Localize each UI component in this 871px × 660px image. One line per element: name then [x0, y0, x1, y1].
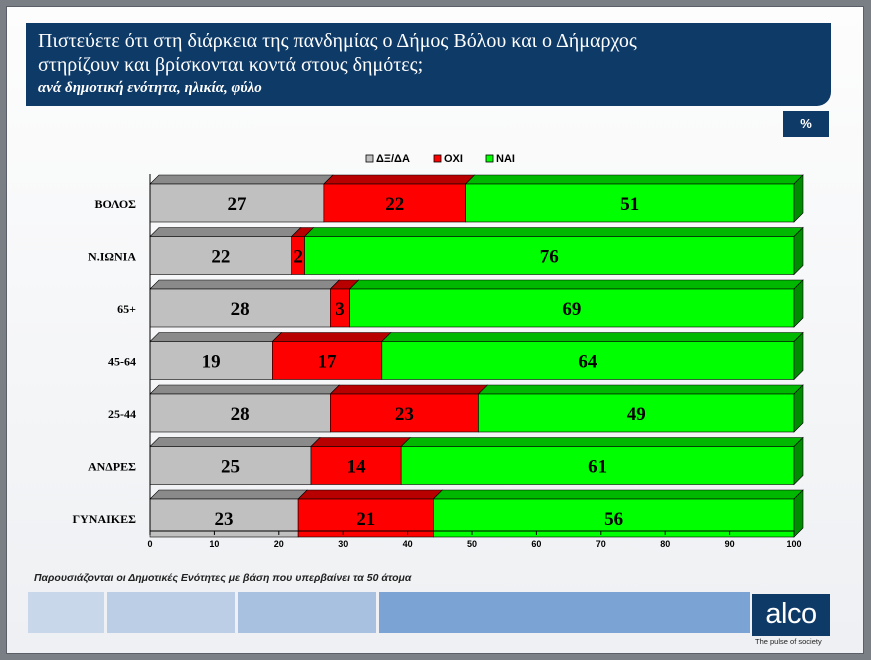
category-label-2: 65+: [117, 302, 136, 316]
bar-4-0: [149, 393, 331, 433]
category-label-1: Ν.ΙΩΝΙΑ: [88, 250, 136, 264]
bar-top-2-2: [348, 279, 804, 290]
bar-top-5-2: [400, 437, 804, 447]
bar-4-1: [330, 393, 479, 433]
bar-5-2: [400, 446, 795, 485]
bar-3-2: [381, 341, 795, 380]
footer-band-4: [379, 592, 750, 633]
data-label-1-1: 2: [293, 247, 303, 268]
x-tick-label-1: 10: [209, 539, 219, 549]
data-label-5-2: 61: [588, 457, 607, 478]
bar-top-6-2: [432, 489, 804, 500]
footer-band-3: [238, 592, 376, 633]
data-label-6-2: 56: [604, 509, 623, 530]
data-label-3-2: 64: [578, 352, 598, 373]
bar-5-1: [310, 446, 402, 485]
x-tick-label-10: 100: [786, 539, 801, 549]
data-label-2-0: 28: [231, 299, 250, 320]
bar-top-1-0: [149, 227, 302, 237]
slide: [6, 6, 864, 654]
bar-side-2: [793, 279, 804, 328]
title-banner: Πιστεύετε ότι στη διάρκεια της πανδημίας…: [26, 23, 831, 106]
data-label-6-0: 23: [215, 509, 234, 530]
bar-side-3: [793, 331, 804, 381]
legend-swatch-0: [365, 154, 374, 163]
x-tick-label-4: 40: [403, 539, 413, 549]
data-label-1-0: 22: [211, 247, 230, 268]
data-label-2-2: 69: [562, 299, 581, 320]
category-label-3: 45-64: [108, 355, 136, 369]
data-label-3-1: 17: [318, 352, 338, 373]
bar-1-2: [304, 236, 795, 275]
x-tick-label-5: 50: [467, 539, 477, 549]
bar-top-3-2: [381, 332, 804, 342]
bar-top-5-1: [310, 437, 411, 447]
bar-top-6-1: [297, 489, 444, 500]
data-label-5-1: 14: [347, 457, 367, 478]
data-label-0-1: 22: [385, 194, 404, 215]
footer-band-2: [107, 592, 235, 633]
page-title-line-1: Πιστεύετε ότι στη διάρκεια της πανδημίας…: [38, 30, 637, 52]
bar-2-2: [349, 288, 795, 328]
unit-badge: %: [783, 111, 829, 137]
bar-top-5-0: [149, 437, 321, 447]
x-tick-label-2: 20: [274, 539, 284, 549]
footnote: Παρουσιάζονται οι Δημοτικές Ενότητες με …: [34, 572, 412, 584]
bar-top-0-0: [149, 174, 334, 185]
legend-swatch-1: [433, 154, 442, 163]
bar-side-6: [793, 489, 804, 538]
footer-band-1: [28, 592, 104, 633]
x-tick-label-8: 80: [660, 539, 670, 549]
legend-label-1: ΟΧΙ: [444, 153, 463, 165]
page-title-line-2: στηρίζουν και βρίσκονται κοντά στους δημ…: [38, 54, 424, 76]
x-tick-label-7: 70: [596, 539, 606, 549]
bar-top-4-0: [149, 384, 341, 395]
category-label-5: ΑΝΔΡΕΣ: [88, 460, 136, 474]
bar-top-2-0: [149, 279, 341, 290]
category-label-0: ΒΟΛΟΣ: [94, 197, 136, 211]
x-tick-label-6: 60: [531, 539, 541, 549]
bar-top-0-1: [323, 174, 476, 185]
bar-2-0: [149, 288, 331, 328]
bar-top-3-0: [149, 332, 283, 342]
category-label-4: 25-44: [108, 407, 136, 421]
bar-top-4-2: [477, 384, 804, 395]
alco-logo: alco: [752, 594, 830, 636]
page-subtitle: ανά δημοτική ενότητα, ηλικία, φύλο: [38, 80, 262, 96]
bar-0-0: [149, 183, 325, 223]
bar-side-1: [793, 226, 804, 276]
data-label-6-1: 21: [356, 509, 375, 530]
data-label-4-0: 28: [231, 404, 250, 425]
legend-label-2: ΝΑΙ: [496, 153, 515, 165]
bar-top-3-1: [271, 332, 392, 342]
x-tick-label-3: 30: [338, 539, 348, 549]
data-label-4-1: 23: [395, 404, 414, 425]
data-label-4-2: 49: [627, 404, 646, 425]
bar-side-4: [793, 384, 804, 433]
data-label-2-1: 3: [335, 299, 345, 320]
bar-3-1: [272, 341, 383, 380]
legend-label-0: ΔΞ/ΔΑ: [376, 153, 410, 165]
logo-tagline: The pulse of society: [755, 637, 822, 646]
category-label-6: ΓΥΝΑΙΚΕΣ: [73, 512, 137, 526]
bar-1-0: [149, 236, 292, 275]
data-label-5-0: 25: [221, 457, 240, 478]
bar-4-2: [478, 393, 795, 433]
bar-side-5: [793, 436, 804, 486]
legend-swatch-2: [485, 154, 494, 163]
bar-side-0: [793, 174, 804, 223]
bar-top-6-0: [149, 489, 308, 500]
bar-top-1-2: [303, 227, 804, 237]
bar-3-0: [149, 341, 273, 380]
bar-top-0-2: [464, 174, 804, 185]
x-tick-label-0: 0: [147, 539, 152, 549]
data-label-0-0: 27: [227, 194, 247, 215]
data-label-1-2: 76: [540, 247, 559, 268]
data-label-3-0: 19: [202, 352, 221, 373]
x-tick-label-9: 90: [725, 539, 735, 549]
data-label-0-2: 51: [620, 194, 639, 215]
bar-top-4-1: [329, 384, 489, 395]
